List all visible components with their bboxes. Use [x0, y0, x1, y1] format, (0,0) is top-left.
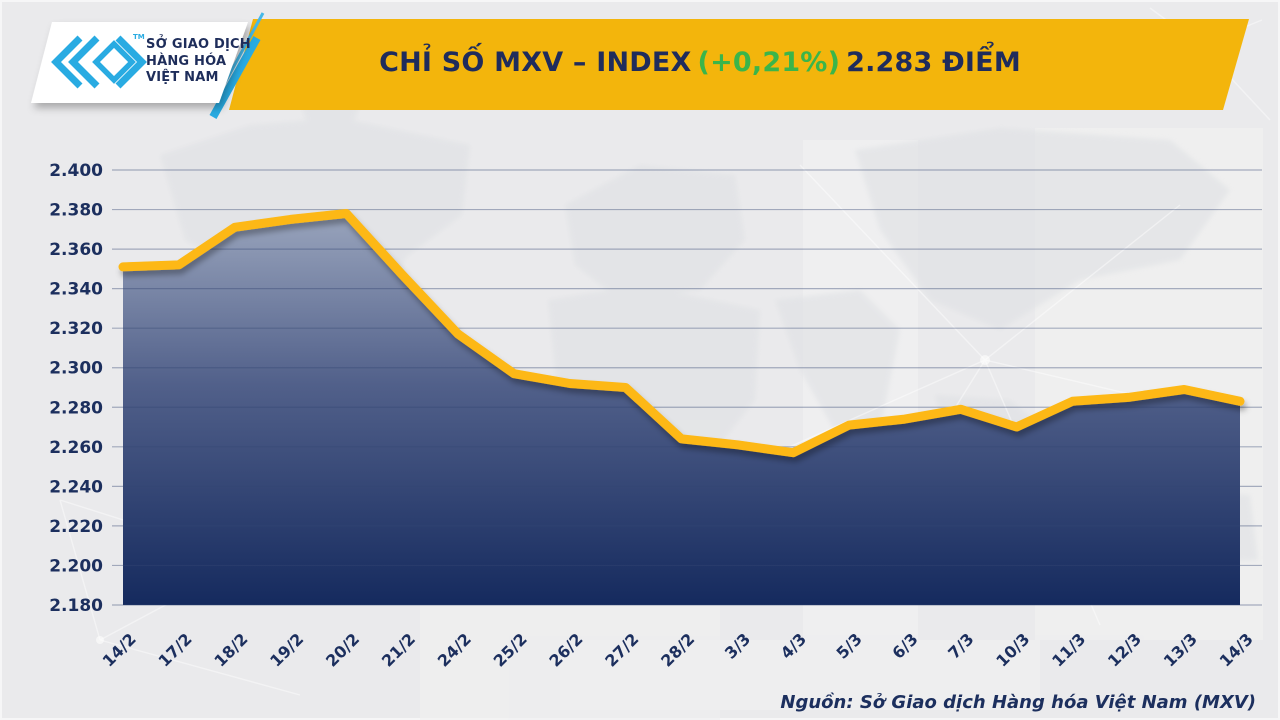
trademark-symbol: TM	[133, 33, 145, 41]
y-axis-label: 2.280	[49, 398, 103, 418]
y-axis-label: 2.180	[49, 596, 103, 616]
x-axis-label: 17/2	[154, 629, 195, 670]
x-axis-label: 3/3	[721, 629, 754, 662]
x-axis-label: 4/3	[777, 629, 810, 662]
x-axis-label: 5/3	[833, 629, 866, 662]
x-axis-label: 24/2	[434, 629, 475, 670]
x-axis-label: 12/3	[1104, 629, 1145, 670]
title-change-percent: (+0,21%)	[697, 47, 841, 78]
header-banner	[31, 12, 1249, 119]
x-axis-label: 19/2	[266, 629, 307, 670]
title-main: CHỈ SỐ MXV – INDEX	[379, 47, 692, 78]
source-note: Nguồn: Sở Giao dịch Hàng hóa Việt Nam (M…	[780, 692, 1256, 713]
mxv-logo-icon	[51, 35, 147, 89]
gold-banner-shape	[229, 19, 1249, 110]
logo-line-3: VIỆT NAM	[146, 70, 219, 85]
y-axis-label: 2.340	[49, 280, 103, 300]
x-axis-label: 18/2	[210, 629, 251, 670]
title-points: 2.283 ĐIỂM	[846, 47, 1021, 78]
x-axis-label: 21/2	[378, 629, 419, 670]
y-axis-label: 2.380	[49, 201, 103, 221]
x-axis-label: 7/3	[944, 629, 977, 662]
thick-slash-decoration	[209, 36, 261, 119]
index-line	[118, 209, 1245, 458]
x-axis-label: 6/3	[888, 629, 921, 662]
x-axis-label: 25/2	[490, 629, 531, 670]
logo-org-name: SỞ GIAO DỊCH HÀNG HÓA VIỆT NAM	[146, 37, 251, 87]
y-axis-label: 2.240	[49, 477, 103, 497]
x-axis-label: 13/3	[1160, 629, 1201, 670]
logo-line-1: SỞ GIAO DỊCH	[146, 37, 251, 52]
y-axis-label: 2.400	[49, 161, 103, 181]
x-axis-label: 27/2	[601, 629, 642, 670]
x-axis-label: 20/2	[322, 629, 363, 670]
x-axis-label: 26/2	[545, 629, 586, 670]
y-axis-label: 2.260	[49, 438, 103, 458]
y-axis-label: 2.200	[49, 556, 103, 576]
area-fill	[123, 213, 1240, 605]
y-axis-label: 2.220	[49, 517, 103, 537]
y-axis-label: 2.360	[49, 240, 103, 260]
x-axis-label: 28/2	[657, 629, 698, 670]
y-axis-label: 2.300	[49, 359, 103, 379]
x-axis-label: 11/3	[1048, 629, 1089, 670]
chart-title: CHỈ SỐ MXV – INDEX (+0,21%) 2.283 ĐIỂM	[250, 47, 1150, 78]
x-axis-label: 10/3	[992, 629, 1033, 670]
x-axis-label: 14/3	[1216, 629, 1257, 670]
logo-line-2: HÀNG HÓA	[146, 53, 227, 69]
x-axis-label: 14/2	[99, 629, 140, 670]
y-axis-label: 2.320	[49, 319, 103, 339]
